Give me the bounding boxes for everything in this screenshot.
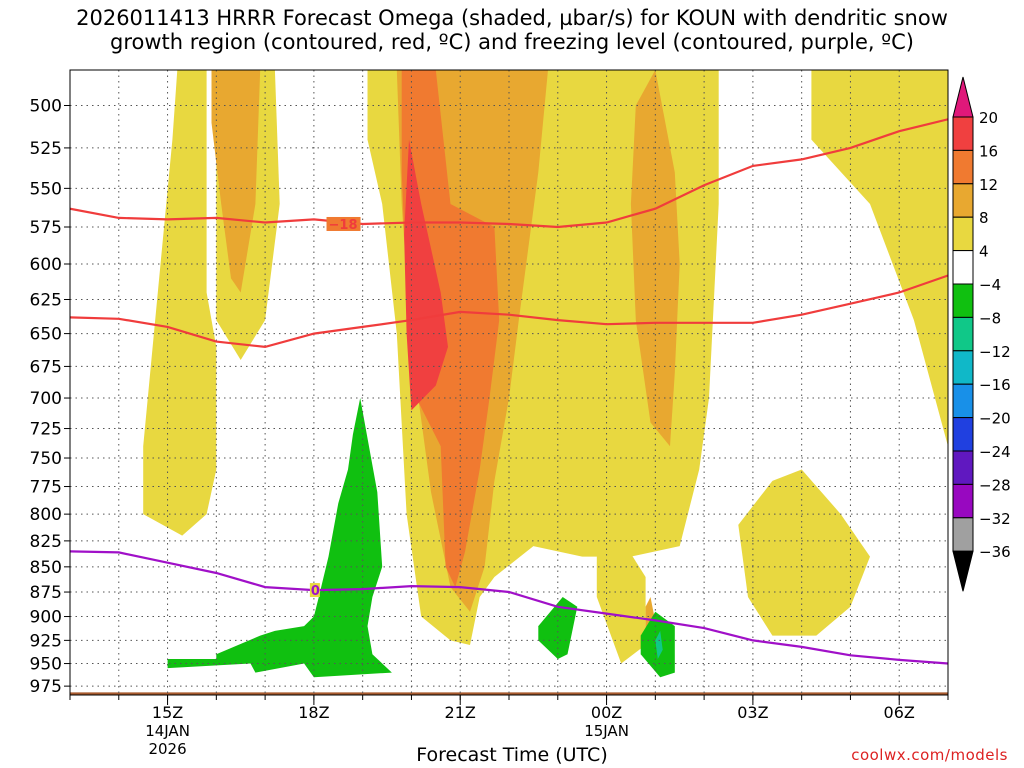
x-axis-label: Forecast Time (UTC) [416, 744, 608, 766]
x-tick-label-03Z: 03Z [737, 703, 768, 722]
colorbar: 20 16 12 8 4 −4 −8 −12 −16 −20 −24 −28 −32 −36 [952, 76, 1011, 592]
contour-lines: −18 0 [70, 118, 948, 665]
y-tick-label-800: 800 [30, 505, 62, 525]
colorbar-segment-m20-m16 [952, 383, 974, 419]
credit-link[interactable]: coolwx.com/models [851, 746, 1008, 764]
colorbar-over-arrow [952, 76, 974, 118]
omega-region-8-12 [211, 70, 261, 293]
freezing-level-contour [70, 550, 948, 665]
dgz-label-bg [326, 216, 361, 231]
y-tick-label-525: 525 [30, 139, 62, 159]
y-tick-label-825: 825 [30, 532, 62, 552]
colorbar-segment-m36-m32 [952, 517, 974, 552]
y-tick-label-725: 725 [30, 420, 62, 440]
colorbar-label-0: 20 [979, 109, 998, 127]
omega-region-4-8 [738, 469, 870, 636]
y-tick-label-500: 500 [30, 96, 62, 116]
y-tick-label-600: 600 [30, 255, 62, 275]
omega-region-m8-m4 [538, 597, 578, 659]
colorbar-segment-m24-m20 [952, 417, 974, 452]
y-tick-label-750: 750 [30, 449, 62, 469]
y-tick-label-650: 650 [30, 325, 62, 345]
x-tick-label-18Z: 18Z [298, 703, 329, 722]
x-tick-label-06Z: 06Z [884, 703, 915, 722]
colorbar-label-2: 12 [979, 176, 998, 194]
y-tick-label-900: 900 [30, 608, 62, 628]
omega-region-m8-m4 [167, 398, 392, 678]
omega-region-m12-m8 [655, 630, 663, 659]
colorbar-segment-m16-m12 [952, 350, 974, 385]
y-tick-label-775: 775 [30, 478, 62, 498]
colorbar-label-5: −4 [979, 276, 1001, 294]
x-tick-label-00Z: 00Z [591, 703, 622, 722]
y-tick-label-575: 575 [30, 218, 62, 238]
omega-region-4-8 [143, 70, 217, 536]
x-tick-date-00Z: 15JAN [584, 722, 629, 740]
dgz-contour-0 [70, 118, 948, 229]
colorbar-label-3: 8 [979, 209, 989, 227]
y-tick-label-950: 950 [30, 655, 62, 675]
x-tick-label-15Z: 15Z [152, 703, 183, 722]
x-tick-date-15Z: 14JAN [145, 722, 190, 740]
y-tick-label-875: 875 [30, 583, 62, 603]
colorbar-label-7: −12 [979, 343, 1011, 361]
y-tick-label-925: 925 [30, 631, 62, 651]
y-tick-label-675: 675 [30, 357, 62, 377]
omega-region-16-20 [404, 139, 448, 411]
colorbar-segment-4-8 [952, 216, 974, 252]
colorbar-label-13: −36 [979, 543, 1011, 561]
colorbar-label-9: −20 [979, 410, 1011, 428]
colorbar-segment-m12-m8 [952, 316, 974, 352]
omega-region-4-8 [596, 546, 646, 664]
dotted-gridlines [70, 70, 948, 695]
x-tick-label-21Z: 21Z [445, 703, 476, 722]
dgz-contour-label: −18 [329, 218, 358, 233]
colorbar-segment-m8-m4 [952, 283, 974, 318]
colorbar-label-1: 16 [979, 142, 998, 160]
colorbar-label-4: 4 [979, 243, 989, 261]
colorbar-label-12: −32 [979, 510, 1011, 528]
y-tick-label-850: 850 [30, 558, 62, 578]
omega-region-12-16 [401, 70, 500, 588]
colorbar-segment-neutral [952, 250, 974, 285]
colorbar-segment-8-12 [952, 183, 974, 218]
colorbar-label-11: −28 [979, 476, 1011, 494]
colorbar-segment-16-20 [952, 116, 974, 151]
colorbar-segment-m28-m24 [952, 450, 974, 485]
shaded-omega-regions [70, 70, 948, 695]
colorbar-label-10: −24 [979, 443, 1011, 461]
colorbar-segment-m32-m28 [952, 483, 974, 519]
freezing-level-label: 0 [311, 584, 320, 599]
colorbar-label-6: −8 [979, 309, 1001, 327]
y-tick-label-625: 625 [30, 291, 62, 311]
dgz-contour-1 [70, 274, 948, 349]
x-tick-year-15Z: 2026 [148, 740, 186, 758]
omega-region-4-8 [811, 70, 948, 447]
y-tick-label-550: 550 [30, 179, 62, 199]
y-tick-label-700: 700 [30, 389, 62, 409]
chart-title: 2026011413 HRRR Forecast Omega (shaded, … [76, 6, 948, 54]
colorbar-segment-12-16 [952, 149, 974, 185]
colorbar-label-8: −16 [979, 376, 1011, 394]
pressure-axis: 500 525 550 575 600 625 650 675 700 725 750 775 800 8… [30, 96, 70, 697]
freezing-label-bg [309, 583, 320, 598]
y-tick-label-975: 975 [30, 677, 62, 697]
colorbar-under-arrow [952, 550, 974, 592]
ground-strip [70, 692, 948, 695]
